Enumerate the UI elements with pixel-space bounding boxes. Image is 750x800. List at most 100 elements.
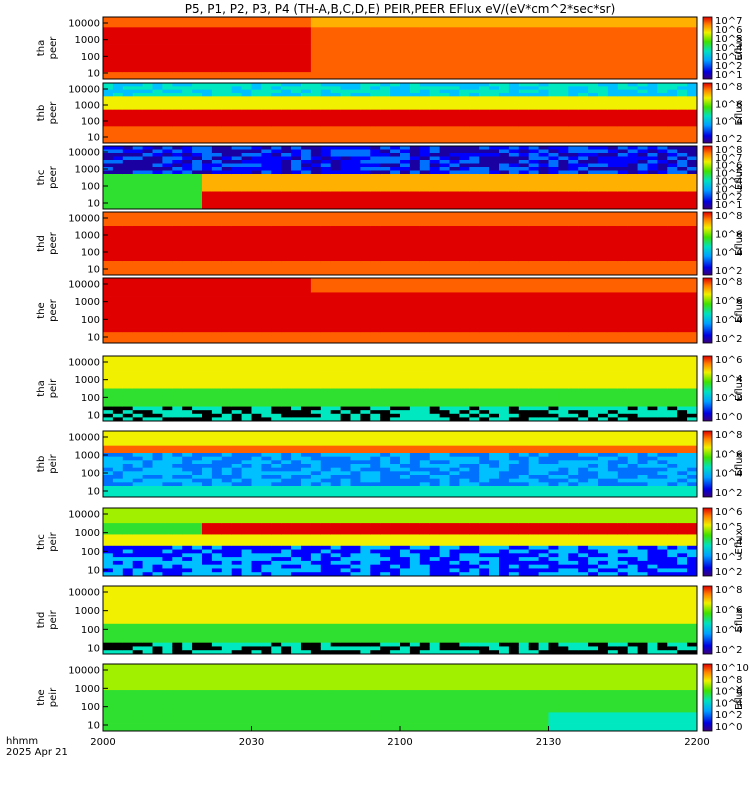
heatmap-cell [281, 268, 292, 272]
heatmap-cell [132, 229, 143, 234]
heatmap-cell [241, 299, 252, 304]
heatmap-cell [112, 27, 124, 32]
heatmap-cell [617, 195, 629, 199]
heatmap-cell [202, 20, 213, 25]
heatmap-cell [340, 149, 351, 154]
heatmap-cell [429, 99, 440, 104]
heatmap-cell [152, 219, 163, 223]
heatmap-cell [538, 41, 549, 45]
heatmap-cell [667, 268, 678, 272]
heatmap-cell [419, 243, 431, 248]
heatmap-cell [340, 20, 351, 25]
heatmap-cell [479, 23, 490, 28]
heatmap-cell [261, 133, 272, 137]
heatmap-cell [231, 254, 242, 258]
heatmap-cell [281, 37, 292, 42]
heatmap-cell [132, 113, 143, 117]
heatmap-cell [182, 271, 193, 276]
heatmap-cell [221, 93, 233, 97]
colorbar-tick-label: 10^3 [715, 52, 742, 63]
heatmap-cell [251, 328, 262, 333]
heatmap-cell [330, 281, 341, 286]
heatmap-cell [409, 268, 421, 272]
heatmap-cell [419, 119, 431, 124]
heatmap-cell [231, 160, 242, 164]
heatmap-cell [103, 233, 114, 237]
heatmap-cell [578, 212, 589, 216]
heatmap-cell [528, 250, 539, 255]
heatmap-cell [548, 126, 559, 131]
heatmap-cell [291, 243, 302, 248]
heatmap-cell [291, 299, 302, 304]
heatmap-cell [479, 86, 490, 91]
heatmap-cell [598, 23, 609, 28]
heatmap-cell [330, 205, 341, 210]
heatmap-cell [439, 109, 450, 114]
heatmap-cell [211, 177, 223, 182]
heatmap-cell [607, 181, 619, 185]
heatmap-cell [677, 41, 688, 45]
heatmap-cell [380, 332, 391, 337]
heatmap-cell [380, 65, 391, 70]
heatmap-cell [558, 58, 569, 63]
heatmap-cell [103, 51, 114, 56]
heatmap-cell [578, 240, 589, 244]
heatmap-cell [429, 219, 440, 223]
heatmap-cell [479, 126, 490, 131]
heatmap-cell [429, 163, 440, 168]
heatmap-cell [598, 116, 609, 121]
heatmap-cell [479, 113, 490, 117]
heatmap-cell [459, 34, 470, 39]
heatmap-cell [241, 68, 252, 73]
heatmap-cell [291, 181, 302, 185]
heatmap-cell [459, 116, 470, 121]
heatmap-cell [241, 156, 252, 161]
heatmap-cell [301, 44, 312, 49]
heatmap-cell [271, 219, 282, 223]
heatmap-cell [172, 310, 183, 315]
heatmap-cell [409, 177, 421, 182]
heatmap-cell [409, 257, 421, 262]
heatmap-cell [469, 44, 480, 49]
heatmap-cell [588, 72, 599, 76]
heatmap-cell [310, 160, 322, 164]
heatmap-cell [231, 184, 242, 189]
heatmap-cell [320, 96, 332, 101]
heatmap-cell [617, 133, 629, 137]
heatmap-cell [499, 106, 510, 111]
heatmap-cell [607, 261, 619, 265]
heatmap-cell [647, 123, 658, 127]
heatmap-cell [162, 257, 173, 262]
heatmap-cell [281, 226, 292, 230]
heatmap-cell [508, 133, 520, 137]
heatmap-cell [607, 177, 619, 182]
heatmap-cell [607, 264, 619, 269]
heatmap-cell [330, 34, 341, 39]
heatmap-cell [390, 133, 401, 137]
heatmap-cell [281, 149, 292, 154]
heatmap-cell [518, 240, 530, 244]
heatmap-cell [103, 119, 114, 124]
heatmap-cell [251, 215, 262, 220]
heatmap-cell [112, 233, 124, 237]
heatmap-cell [578, 250, 589, 255]
heatmap-cell [687, 136, 698, 141]
heatmap-cell [281, 292, 292, 297]
heatmap-cell [271, 264, 282, 269]
heatmap-cell [122, 54, 134, 59]
heatmap-cell [548, 61, 559, 66]
heatmap-cell [617, 160, 629, 164]
heatmap-cell [489, 236, 500, 241]
heatmap-cell [360, 160, 371, 164]
colorbar-tick-label: 10^2 [715, 192, 742, 203]
heatmap-cell [103, 30, 114, 35]
heatmap-cell [508, 174, 520, 178]
heatmap-cell [132, 93, 143, 97]
heatmap-cell [221, 86, 233, 91]
heatmap-cell [548, 264, 559, 269]
heatmap-cell [231, 328, 242, 333]
heatmap-cell [637, 236, 648, 241]
heatmap-cell [419, 139, 431, 144]
heatmap-cell [330, 20, 341, 25]
